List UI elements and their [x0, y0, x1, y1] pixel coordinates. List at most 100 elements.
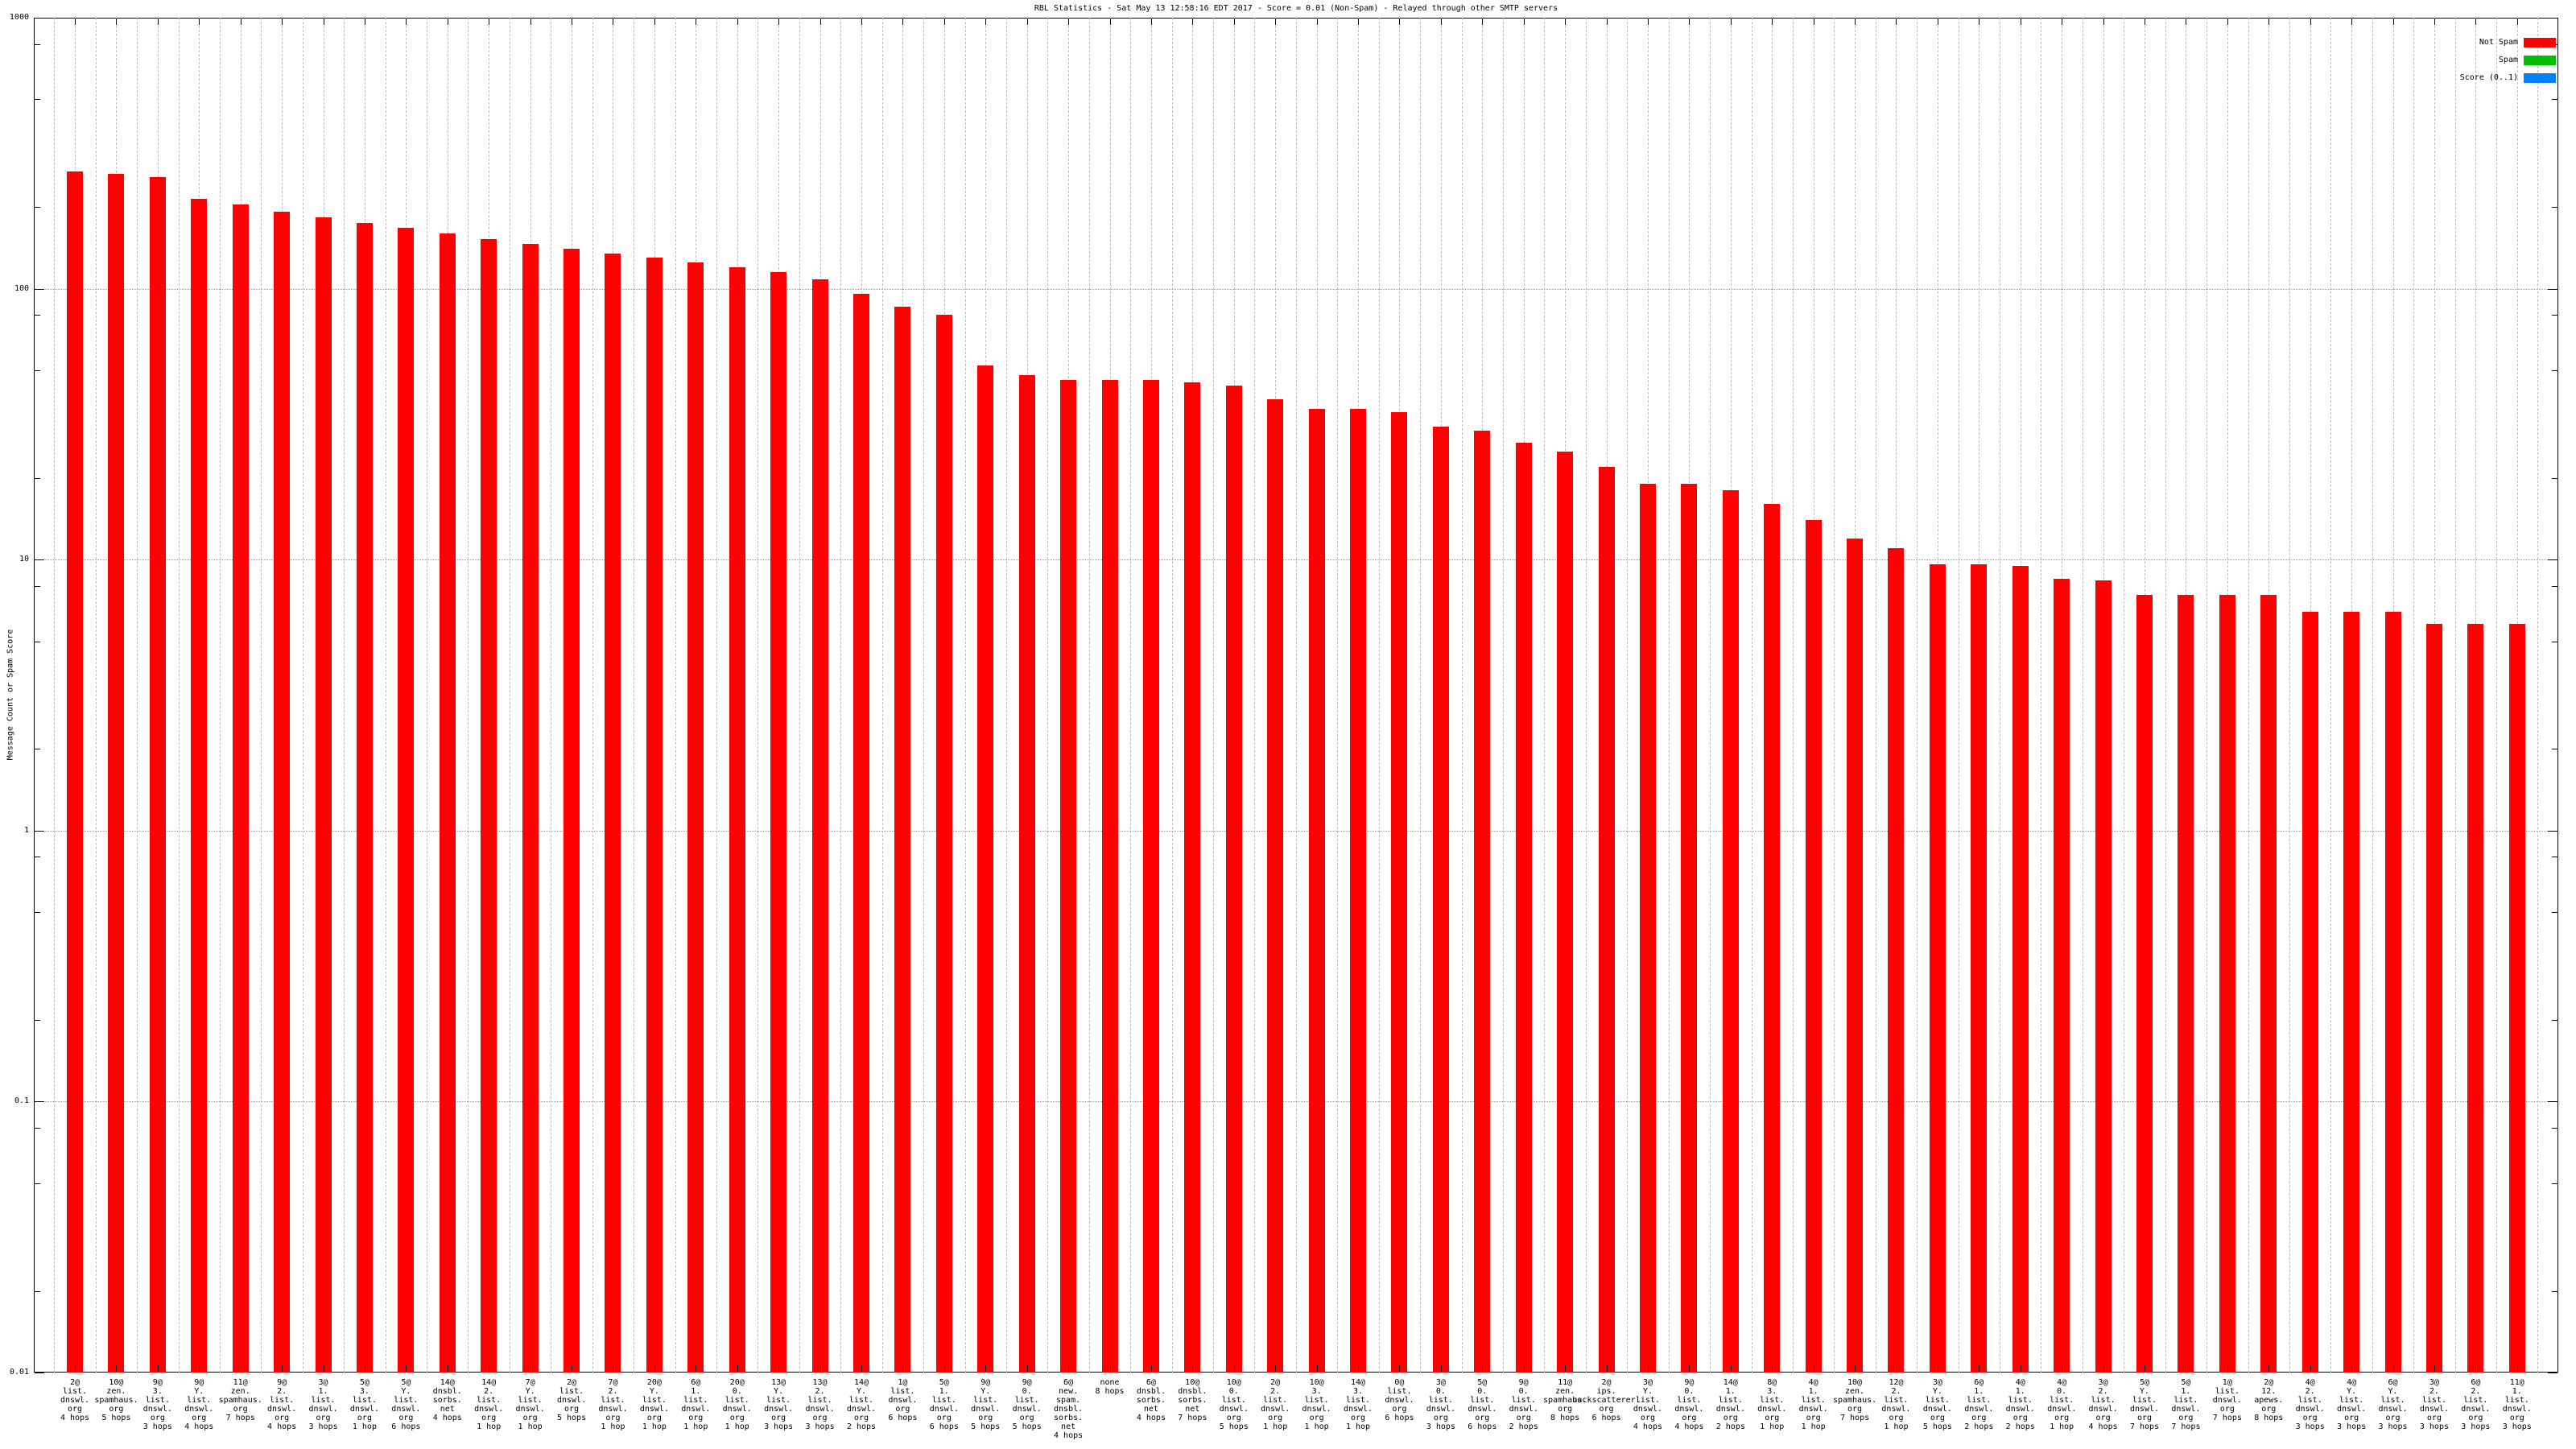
- y-minor-tick: [35, 43, 40, 45]
- bar: [522, 244, 539, 1373]
- x-tick-top: [157, 19, 159, 25]
- y-axis-label: Message Count or Spam Score: [6, 629, 15, 761]
- x-tick-bottom: [1399, 1365, 1401, 1372]
- x-tick-top: [737, 19, 738, 25]
- x-tick-top: [1275, 19, 1277, 25]
- x-tick-top: [2475, 19, 2477, 25]
- vertical-gridline: [1544, 18, 1546, 1373]
- x-tick-bottom: [1482, 1365, 1484, 1372]
- bar: [2178, 595, 2194, 1373]
- x-tick-bottom: [1109, 1365, 1111, 1372]
- y-minor-tick: [35, 1290, 40, 1292]
- y-major-tick: [35, 830, 44, 832]
- bar: [1142, 380, 1159, 1373]
- x-tick-bottom: [1026, 1365, 1028, 1372]
- x-tick-top: [1440, 19, 1442, 25]
- x-axis-label: 5@ Y. list. dnswl. org 6 hops: [391, 1378, 421, 1431]
- x-axis-label: 3@ 1. list. dnswl. org 3 hops: [308, 1378, 338, 1431]
- x-axis-label: 3@ 2. list. dnswl. org 4 hops: [2088, 1378, 2118, 1431]
- x-axis-label: 20@ 0. list. dnswl. org 1 hop: [722, 1378, 752, 1431]
- vertical-gridline: [1337, 18, 1339, 1373]
- x-axis-label: 3@ Y. list. dnswl. org 4 hops: [1633, 1378, 1663, 1431]
- bar: [687, 262, 704, 1373]
- vertical-gridline: [1005, 18, 1007, 1373]
- bar: [1474, 430, 1491, 1373]
- x-tick-top: [1482, 19, 1484, 25]
- x-tick-bottom: [1523, 1365, 1525, 1372]
- bar: [2219, 595, 2235, 1373]
- x-axis-label: 2@ 12. apews. org 8 hops: [2254, 1378, 2284, 1422]
- bar: [564, 249, 580, 1373]
- x-axis-label: 14@ Y. list. dnswl. org 2 hops: [846, 1378, 877, 1431]
- bar: [1681, 484, 1698, 1373]
- vertical-gridline: [1502, 18, 1504, 1373]
- y-tick-label: 10: [19, 555, 29, 564]
- x-axis-label: 13@ Y. list. dnswl. org 3 hops: [764, 1378, 794, 1431]
- x-tick-bottom: [75, 1365, 76, 1372]
- x-tick-bottom: [1896, 1365, 1897, 1372]
- x-tick-top: [406, 19, 407, 25]
- x-axis-label: 2@ list. dnswl. org 4 hops: [60, 1378, 90, 1422]
- x-tick-top: [199, 19, 200, 25]
- x-tick-top: [2268, 19, 2270, 25]
- vertical-gridline: [261, 18, 262, 1373]
- x-tick-bottom: [1565, 1365, 1567, 1372]
- vertical-gridline: [716, 18, 717, 1373]
- y-tick-label: 0.01: [9, 1368, 29, 1377]
- bar: [605, 253, 621, 1373]
- y-minor-tick: [35, 1183, 40, 1184]
- horizontal-gridline: [35, 830, 2557, 832]
- x-tick-top: [1565, 19, 1567, 25]
- bar: [481, 239, 497, 1373]
- x-axis-label: 4@ 2. list. dnswl. org 3 hops: [2295, 1378, 2325, 1431]
- x-tick-top: [1316, 19, 1318, 25]
- x-axis-label: 12@ 2. list. dnswl. org 1 hop: [1881, 1378, 1911, 1431]
- y-major-tick: [35, 559, 44, 561]
- vertical-gridline: [592, 18, 593, 1373]
- y-minor-tick: [2552, 585, 2557, 587]
- x-tick-top: [1109, 19, 1111, 25]
- vertical-gridline: [840, 18, 842, 1373]
- vertical-gridline: [1378, 18, 1380, 1373]
- bar: [1515, 443, 1532, 1373]
- x-tick-bottom: [406, 1365, 407, 1372]
- vertical-gridline: [1295, 18, 1297, 1373]
- x-tick-bottom: [157, 1365, 159, 1372]
- x-tick-top: [778, 19, 780, 25]
- x-tick-bottom: [819, 1365, 821, 1372]
- bar: [2384, 612, 2401, 1373]
- vertical-gridline: [1585, 18, 1587, 1373]
- bar: [1929, 564, 1946, 1373]
- x-axis-label: 6@ dnsbl. sorbs. net 4 hops: [1136, 1378, 1166, 1422]
- x-tick-bottom: [2475, 1365, 2477, 1372]
- bar: [274, 212, 291, 1373]
- y-minor-tick: [35, 369, 40, 371]
- y-minor-tick: [2552, 1128, 2557, 1129]
- bar: [729, 266, 745, 1373]
- bar: [356, 222, 373, 1373]
- y-minor-tick: [35, 207, 40, 208]
- x-axis-label: 20@ Y. list. dnswl. org 1 hop: [639, 1378, 669, 1431]
- x-tick-top: [1896, 19, 1897, 25]
- y-minor-tick: [2552, 99, 2557, 101]
- x-axis-label: 6@ Y. list. dnswl. org 3 hops: [2378, 1378, 2408, 1431]
- vertical-gridline: [1710, 18, 1711, 1373]
- x-tick-top: [985, 19, 987, 25]
- legend-swatch: [2524, 38, 2556, 47]
- legend-label: Not Spam: [2479, 38, 2518, 47]
- legend-swatch: [2524, 56, 2556, 65]
- x-tick-bottom: [2351, 1365, 2353, 1372]
- bar: [1557, 452, 1574, 1373]
- x-tick-bottom: [737, 1365, 738, 1372]
- y-major-tick: [2548, 288, 2557, 290]
- x-tick-bottom: [2516, 1365, 2518, 1372]
- bar: [232, 204, 249, 1373]
- vertical-gridline: [675, 18, 676, 1373]
- x-tick-top: [943, 19, 945, 25]
- y-major-tick: [2548, 559, 2557, 561]
- vertical-gridline: [2372, 18, 2373, 1373]
- y-minor-tick: [2552, 912, 2557, 914]
- x-tick-bottom: [1772, 1365, 1773, 1372]
- vertical-gridline: [1213, 18, 1215, 1373]
- x-tick-bottom: [240, 1365, 242, 1372]
